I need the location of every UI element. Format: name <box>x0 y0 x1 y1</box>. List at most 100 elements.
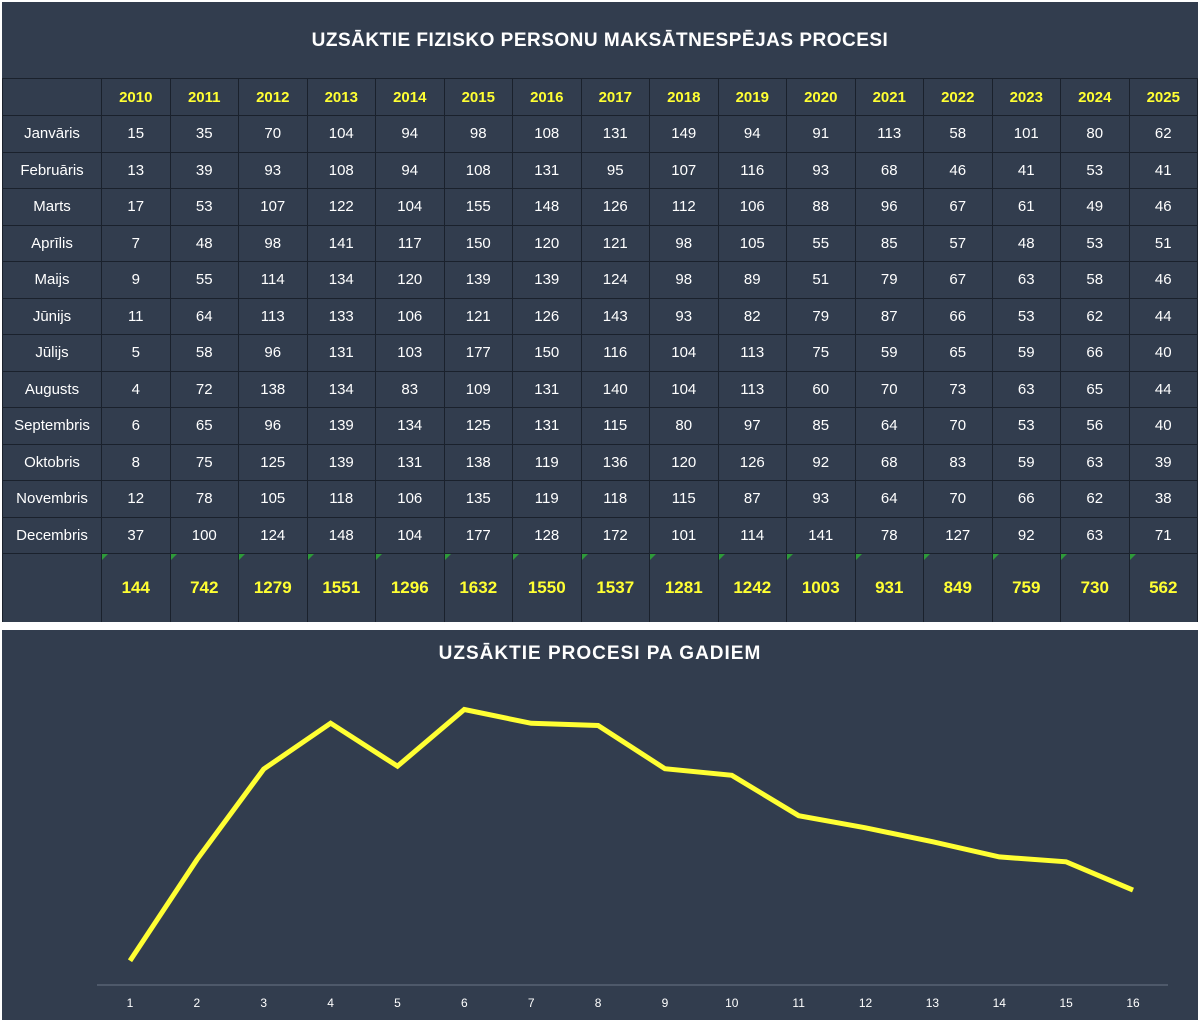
table-cell: 96 <box>238 334 308 372</box>
total-cell: 759 <box>991 553 1061 622</box>
table-cell: 101 <box>649 516 719 554</box>
table-cell: 150 <box>443 224 513 262</box>
total-cell: 1242 <box>717 553 787 622</box>
table-cell: 94 <box>375 151 445 189</box>
table-cell: 93 <box>649 297 719 335</box>
total-cell: 742 <box>169 553 239 622</box>
table-cell: 38 <box>1128 480 1198 518</box>
table-cell: 53 <box>991 407 1061 445</box>
cell-marker-icon <box>650 554 656 560</box>
table-cell: 119 <box>512 480 582 518</box>
month-label: Maijs <box>2 261 102 299</box>
year-header: 2024 <box>1060 78 1130 116</box>
total-cell: 1551 <box>306 553 376 622</box>
month-label: Jūlijs <box>2 334 102 372</box>
total-value: 1279 <box>253 578 292 597</box>
table-cell: 78 <box>854 516 924 554</box>
year-header: 2018 <box>649 78 719 116</box>
table-cell: 112 <box>649 188 719 226</box>
table-cell: 62 <box>1128 115 1198 153</box>
total-value: 742 <box>190 578 219 597</box>
table-cell: 97 <box>717 407 787 445</box>
table-cell: 41 <box>1128 151 1198 189</box>
table-cell: 98 <box>649 261 719 299</box>
table-cell: 143 <box>580 297 650 335</box>
x-tick-label: 14 <box>993 996 1007 1010</box>
year-header: 2019 <box>717 78 787 116</box>
total-cell: 849 <box>923 553 993 622</box>
table-cell: 92 <box>786 443 856 481</box>
month-label: Februāris <box>2 151 102 189</box>
table-cell: 62 <box>1060 480 1130 518</box>
table-cell: 98 <box>443 115 513 153</box>
table-cell: 150 <box>512 334 582 372</box>
x-tick-label: 10 <box>725 996 739 1010</box>
table-cell: 106 <box>375 297 445 335</box>
table-cell: 87 <box>717 480 787 518</box>
table-cell: 126 <box>512 297 582 335</box>
table-cell: 75 <box>169 443 239 481</box>
table-cell: 106 <box>375 480 445 518</box>
total-value: 759 <box>1012 578 1041 597</box>
table-cell: 79 <box>786 297 856 335</box>
table-cell: 80 <box>649 407 719 445</box>
total-cell: 144 <box>101 553 171 622</box>
table-cell: 124 <box>238 516 308 554</box>
month-label: Aprīlis <box>2 224 102 262</box>
total-value: 1281 <box>664 578 703 597</box>
table-cell: 141 <box>786 516 856 554</box>
table-row: Septembris 6 65 96 139 134 125 131 115 80 97 85 64 70… <box>2 407 1198 445</box>
table-row: Janvāris 15 35 70 104 94 98 108 131 149 94 91 113 58 1… <box>2 115 1198 153</box>
x-tick-label: 4 <box>327 996 334 1010</box>
table-cell: 98 <box>238 224 308 262</box>
table-cell: 118 <box>306 480 376 518</box>
table-row: Marts 17 53 107 122 104 155 148 126 112 106 88 96 67 6… <box>2 188 1198 226</box>
table-row: Februāris 13 39 93 108 94 108 131 95 107 116 93 68 46… <box>2 151 1198 189</box>
table-cell: 148 <box>512 188 582 226</box>
table-cell: 104 <box>649 334 719 372</box>
cell-marker-icon <box>718 554 725 560</box>
cell-marker-icon <box>787 554 793 560</box>
table-cell: 53 <box>169 188 239 226</box>
line-chart: 1 2 3 4 5 6 7 8 9 10 11 12 13 14 15 16 <box>97 706 1168 1010</box>
table-cell: 64 <box>854 480 924 518</box>
table-cell: 93 <box>786 151 856 189</box>
table-cell: 114 <box>238 261 308 299</box>
total-value: 1296 <box>390 578 429 597</box>
x-tick-label: 9 <box>662 996 669 1010</box>
year-header: 2016 <box>512 78 582 116</box>
table-cell: 131 <box>512 407 582 445</box>
table-row: Novembris 12 78 105 118 106 135 119 118 115 87 93 64… <box>2 480 1198 518</box>
total-cell: 562 <box>1128 553 1198 622</box>
table-cell: 55 <box>786 224 856 262</box>
total-cell: 1296 <box>375 553 445 622</box>
table-cell: 115 <box>580 407 650 445</box>
table-cell: 113 <box>717 370 787 408</box>
month-label: Augusts <box>2 370 102 408</box>
table-cell: 139 <box>512 261 582 299</box>
table-cell: 89 <box>717 261 787 299</box>
table-cell: 107 <box>649 151 719 189</box>
table-cell: 128 <box>512 516 582 554</box>
table-cell: 66 <box>991 480 1061 518</box>
table-cell: 134 <box>306 370 376 408</box>
table-cell: 85 <box>786 407 856 445</box>
table-cell: 83 <box>923 443 993 481</box>
table-cell: 115 <box>649 480 719 518</box>
chart-title: UZSĀKTIE PROCESI PA GADIEM <box>438 643 762 664</box>
total-cell: 931 <box>854 553 924 622</box>
table-cell: 106 <box>717 188 787 226</box>
table-cell: 13 <box>101 151 171 189</box>
table-cell: 100 <box>169 516 239 554</box>
x-tick-label: 2 <box>194 996 201 1010</box>
table-cell: 138 <box>443 443 513 481</box>
table-cell: 104 <box>375 516 445 554</box>
table-cell: 139 <box>306 407 376 445</box>
cell-marker-icon <box>1129 554 1136 560</box>
table-cell: 7 <box>101 224 171 262</box>
table-row: Aprīlis 7 48 98 141 117 150 120 121 98 105 55 85 57 48… <box>2 224 1198 262</box>
table-cell: 116 <box>717 151 787 189</box>
table-cell: 94 <box>717 115 787 153</box>
table-cell: 44 <box>1128 297 1198 335</box>
table-cell: 148 <box>306 516 376 554</box>
